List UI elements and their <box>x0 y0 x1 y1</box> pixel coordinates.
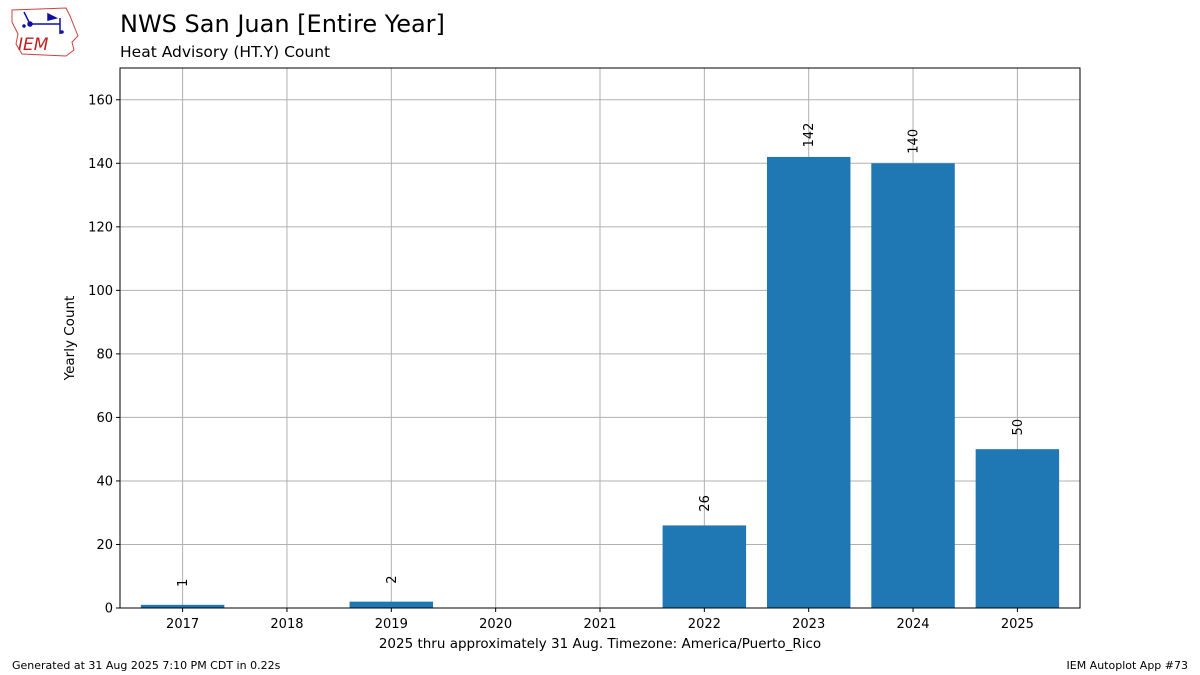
ticks: 0 20 40 60 80 100 120 140 160 2017 2018 2019 2020 202… <box>88 93 1034 632</box>
x-tick-label: 2022 <box>688 617 721 632</box>
data-label-2023: 142 <box>802 123 817 148</box>
y-tick-label: 80 <box>96 347 113 362</box>
data-label-2025: 50 <box>1011 419 1026 436</box>
bar-2017 <box>140 604 225 608</box>
x-tick-label: 2020 <box>479 617 512 632</box>
data-labels: 1 2 26 142 140 50 <box>176 123 1026 587</box>
x-axis-label: 2025 thru approximately 31 Aug. Timezone… <box>379 636 821 652</box>
x-tick-label: 2019 <box>375 617 408 632</box>
y-tick-label: 60 <box>96 411 113 426</box>
y-tick-label: 140 <box>88 157 113 172</box>
bar-2024 <box>871 163 955 608</box>
y-tick-label: 120 <box>88 220 113 235</box>
generated-timestamp: Generated at 31 Aug 2025 7:10 PM CDT in … <box>12 659 281 672</box>
iem-logo: IEM <box>11 7 79 57</box>
weather-station-icon <box>22 11 64 34</box>
logo-text: IEM <box>18 35 49 55</box>
data-label-2017: 1 <box>176 579 191 587</box>
chart-title: NWS San Juan [Entire Year] <box>120 10 445 38</box>
x-tick-label: 2017 <box>166 617 199 632</box>
bars <box>140 156 1060 609</box>
bar-2025 <box>975 449 1060 608</box>
bar-2023 <box>766 156 851 609</box>
bar-2022 <box>662 525 747 608</box>
x-tick-label: 2024 <box>896 617 929 632</box>
y-tick-label: 100 <box>88 284 113 299</box>
x-tick-label: 2021 <box>583 617 616 632</box>
y-tick-label: 40 <box>96 474 113 489</box>
y-tick-label: 160 <box>88 93 113 108</box>
app-label: IEM Autoplot App #73 <box>1066 659 1189 672</box>
bar-2019 <box>349 601 434 608</box>
chart-subtitle: Heat Advisory (HT.Y) Count <box>120 43 331 61</box>
x-tick-label: 2023 <box>792 617 825 632</box>
y-tick-label: 0 <box>105 602 113 617</box>
data-label-2019: 2 <box>385 576 400 584</box>
y-tick-label: 20 <box>96 538 113 553</box>
y-axis-label: Yearly Count <box>62 296 78 382</box>
x-tick-label: 2018 <box>270 617 303 632</box>
data-label-2022: 26 <box>698 495 713 512</box>
x-tick-label: 2025 <box>1001 617 1034 632</box>
data-label-2024: 140 <box>907 129 922 154</box>
